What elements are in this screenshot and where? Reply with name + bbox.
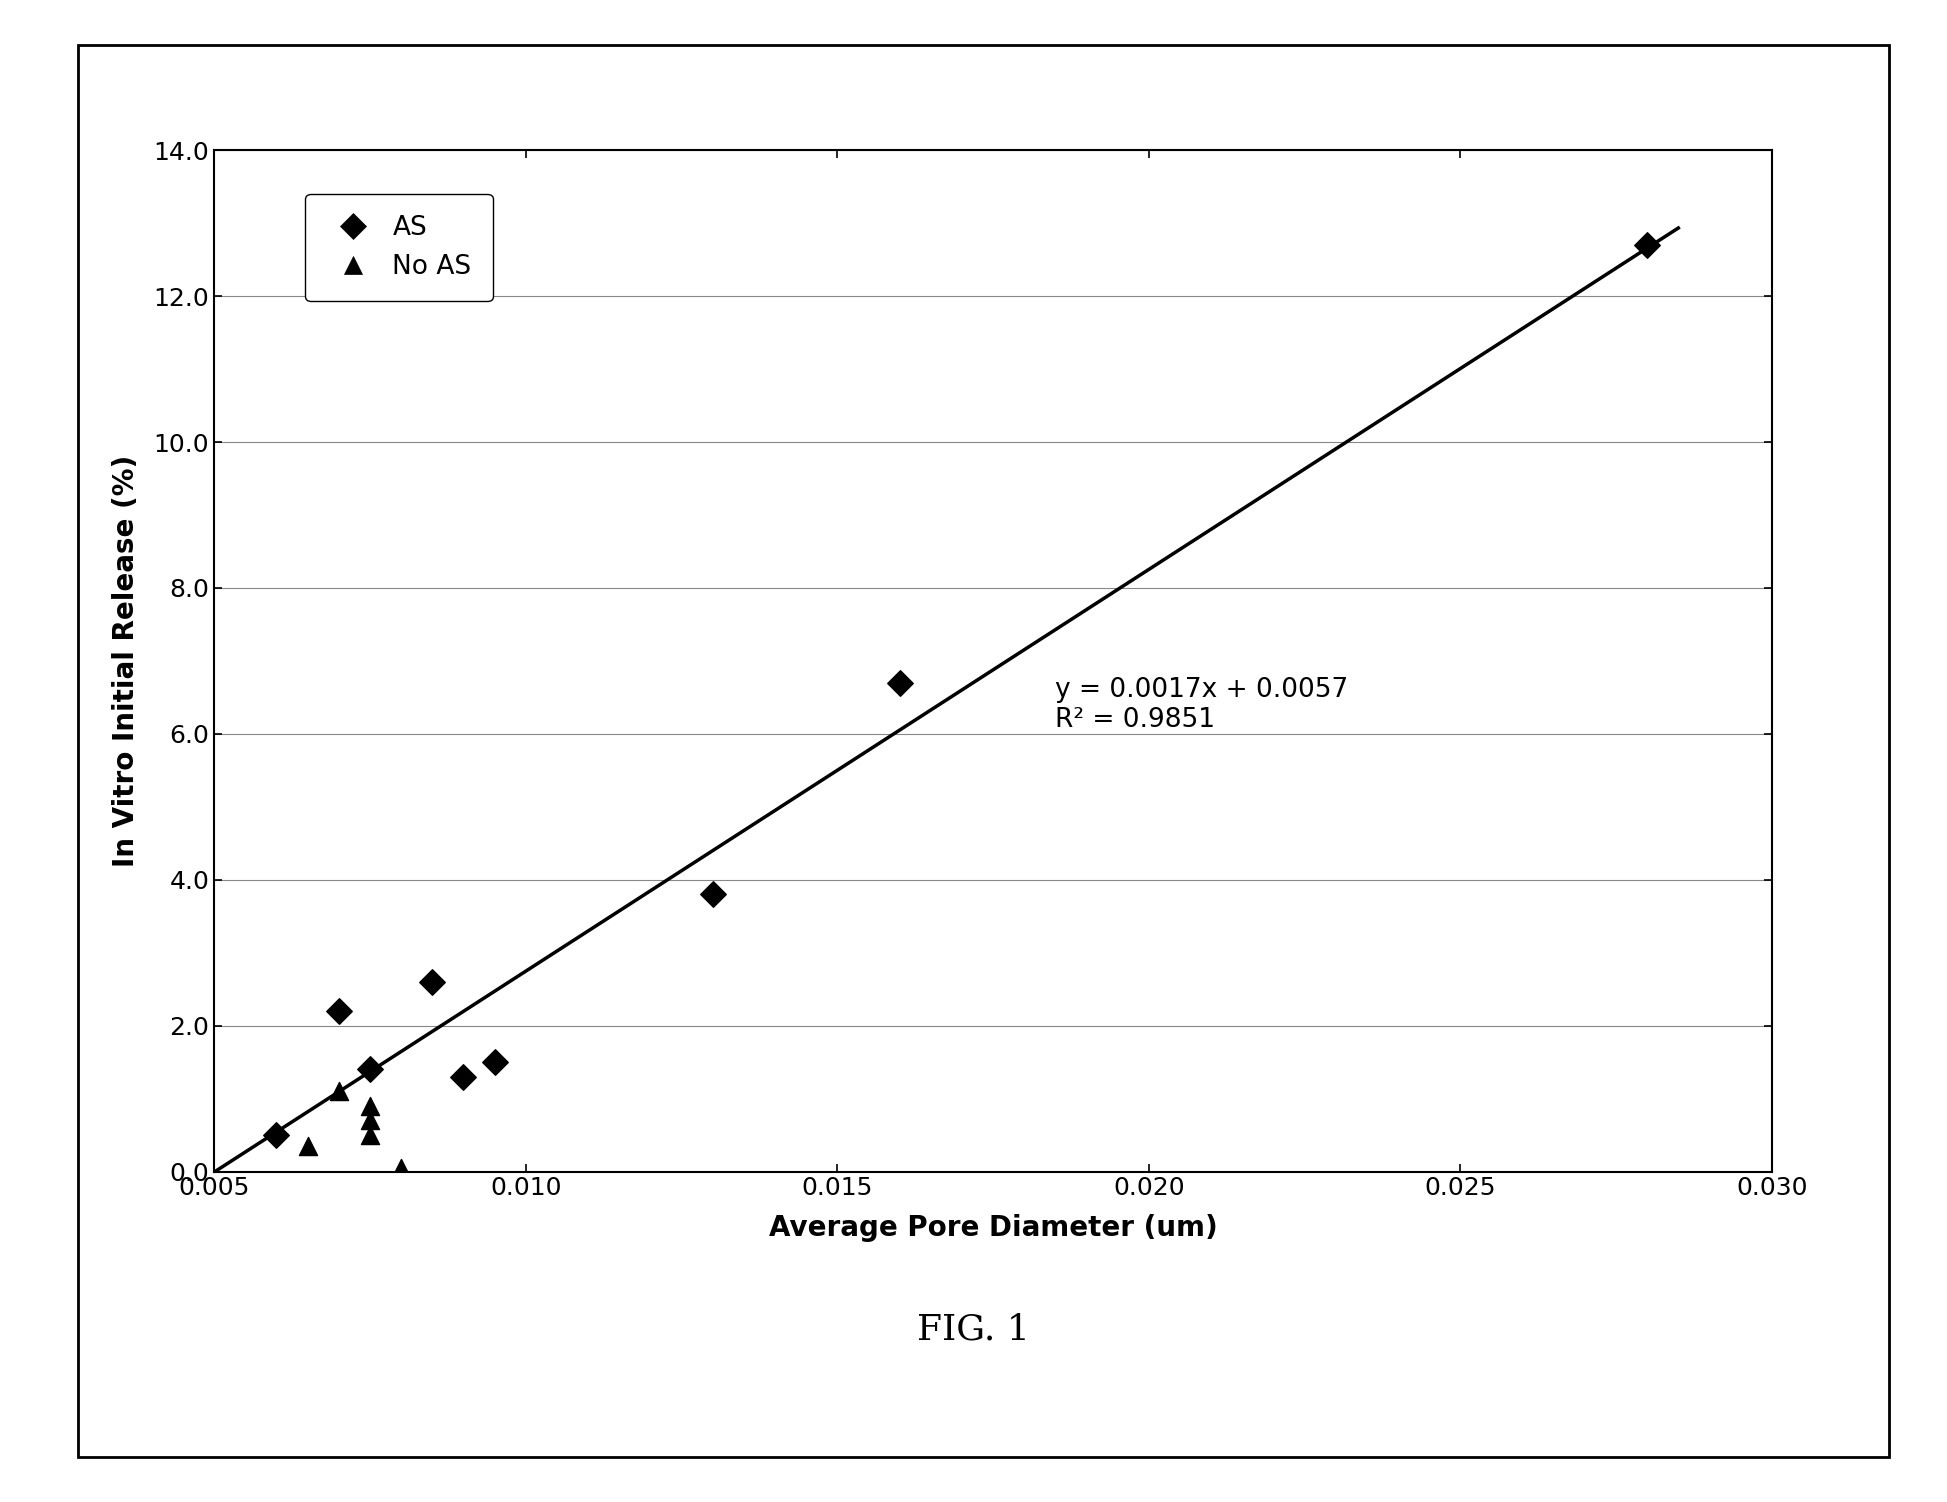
Point bbox=[386, 1157, 417, 1181]
Y-axis label: In Vitro Initial Release (%): In Vitro Initial Release (%) bbox=[111, 455, 140, 867]
Point bbox=[292, 1134, 323, 1158]
X-axis label: Average Pore Diameter (um): Average Pore Diameter (um) bbox=[769, 1214, 1217, 1242]
Point bbox=[354, 1108, 386, 1133]
Legend: AS, No AS: AS, No AS bbox=[306, 194, 493, 302]
Point bbox=[417, 970, 448, 994]
Point bbox=[884, 671, 915, 695]
Point bbox=[479, 1050, 510, 1074]
Point bbox=[1632, 233, 1663, 257]
Point bbox=[323, 1080, 354, 1104]
Text: y = 0.0017x + 0.0057
R² = 0.9851: y = 0.0017x + 0.0057 R² = 0.9851 bbox=[1055, 677, 1349, 733]
Point bbox=[448, 1065, 479, 1089]
Point bbox=[323, 999, 354, 1023]
Point bbox=[697, 882, 728, 906]
Point bbox=[354, 1093, 386, 1117]
Text: FIG. 1: FIG. 1 bbox=[917, 1313, 1030, 1346]
Point bbox=[354, 1123, 386, 1148]
Point bbox=[261, 1123, 292, 1148]
Point bbox=[354, 1057, 386, 1081]
